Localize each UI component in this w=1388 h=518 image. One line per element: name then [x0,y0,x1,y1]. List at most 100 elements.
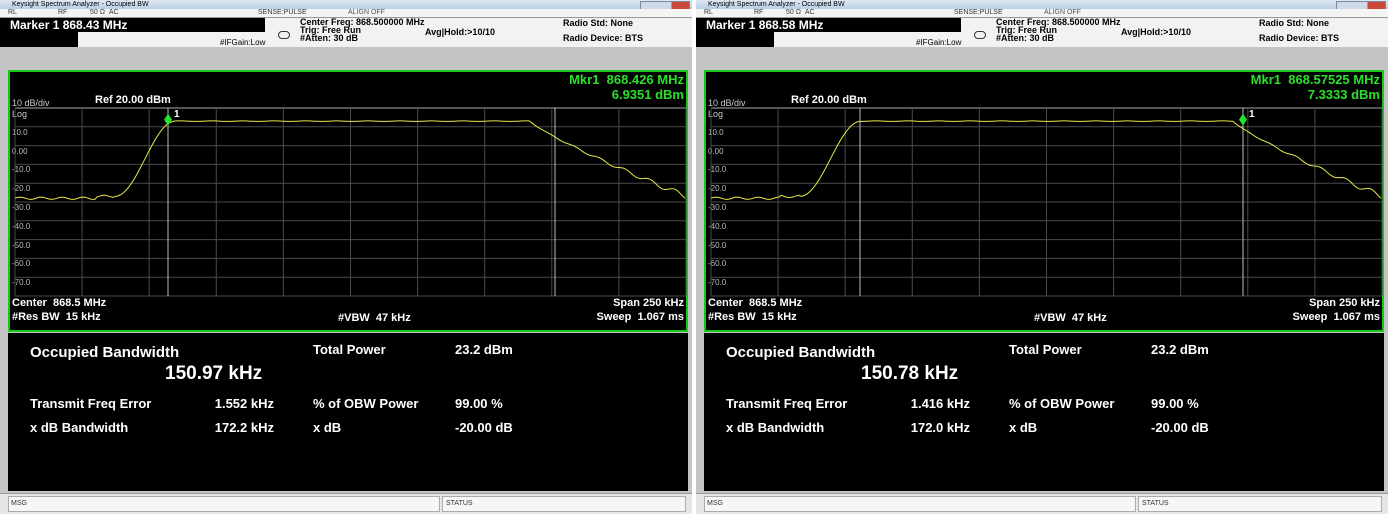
y-tick-label: -40.0 [12,221,31,231]
status-item: 50 Ω AC [786,9,815,16]
y-tick-label: 10.0 [12,127,28,137]
status-item: ALIGN OFF [348,9,385,16]
radio-std: Radio Std: None [563,18,633,28]
xdb-bandwidth-label: x dB Bandwidth [726,420,825,435]
sweep: Sweep 1.067 ms [1292,311,1380,323]
msg-label: MSG [11,500,27,507]
marker-number: 1 [1249,109,1255,120]
marker-level: 7.3333 dBm [1307,87,1380,102]
xdb-bandwidth-label: x dB Bandwidth [30,420,129,435]
obw-power: 99.00 % [1151,396,1199,411]
y-tick-label: -10.0 [708,165,727,175]
center-freq: Center Freq: 868.500000 MHz [300,17,425,27]
res-bw: #Res BW 15 kHz [12,311,101,323]
span-label: Span 250 kHz [1309,297,1380,309]
obw-label: Occupied Bandwidth [30,344,180,361]
status-item: SENSE:PULSE [258,9,307,16]
marker-readout: Marker 1 868.43 MHz [10,18,128,32]
analyzer-window: Keysight Spectrum Analyzer - Occupied BW… [696,0,1388,514]
y-tick-label: 0.00 [708,146,724,156]
graph-panel [704,70,1384,332]
window-title: Keysight Spectrum Analyzer - Occupied BW [708,1,845,8]
obw-value: 150.97 kHz [165,363,263,384]
status-row [0,9,692,18]
results-panel [8,333,688,491]
freq-error-label: Transmit Freq Error [726,396,848,411]
obw-power: 99.00 % [455,396,503,411]
y-tick-label: 10.0 [708,127,724,137]
title-bar [0,0,692,9]
total-power-label: Total Power [313,342,386,357]
marker-frequency: Mkr1 868.57525 MHz [1250,72,1380,87]
freq-error: 1.416 kHz [910,396,970,411]
sweep: Sweep 1.067 ms [596,311,684,323]
y-tick-label: -40.0 [708,221,727,231]
msg-field [8,496,440,512]
status-item: RL [8,9,17,16]
y-tick-label: -70.0 [12,278,31,288]
status-field [442,496,686,512]
total-power: 23.2 dBm [1151,342,1209,357]
xdb-label: x dB [313,420,342,435]
radio-std: Radio Std: None [1259,18,1329,28]
obw-value: 150.78 kHz [861,363,959,384]
results-panel [704,333,1384,491]
trace-plot [14,107,687,297]
marker-frequency: Mkr1 868.426 MHz [569,72,684,87]
marker-level: 6.9351 dBm [611,87,684,102]
status-item: SENSE:PULSE [954,9,1003,16]
y-tick-label: 0.00 [12,146,28,156]
xdb-bandwidth: 172.0 kHz [910,420,970,435]
rf-icon [278,31,290,39]
rf-icon [974,31,986,39]
status-row [696,9,1388,18]
marker-box [696,18,961,32]
radio-device: Radio Device: BTS [563,33,644,43]
res-bw: #Res BW 15 kHz [708,311,797,323]
obw-label: Occupied Bandwidth [726,344,876,361]
log-label: Log [708,109,724,119]
span-label: Span 250 kHz [613,297,684,309]
graph-panel [8,70,688,332]
xdb-bandwidth: 172.2 kHz [214,420,274,435]
status-item: 50 Ω AC [90,9,119,16]
ref-level: Ref 20.00 dBm [791,94,867,106]
radio-device: Radio Device: BTS [1259,33,1340,43]
if-gain: #IFGain:Low [220,38,266,47]
xdb-label: x dB [1009,420,1038,435]
vbw: #VBW 47 kHz [1034,312,1107,324]
analyzer-window: Keysight Spectrum Analyzer - Occupied BW… [0,0,692,514]
marker-box-lower [0,32,78,47]
y-tick-label: -10.0 [12,165,31,175]
y-tick-label: -20.0 [12,184,31,194]
total-power: 23.2 dBm [455,342,513,357]
marker-diamond [164,113,172,126]
msg-label: MSG [707,500,723,507]
freq-error: 1.552 kHz [214,396,274,411]
marker-diamond [1239,113,1247,126]
title-bar [696,0,1388,9]
y-tick-label: -70.0 [708,278,727,288]
trigger: Trig: Free Run [300,25,362,35]
status-item: RL [704,9,713,16]
y-tick-label: -60.0 [12,259,31,269]
status-item: ALIGN OFF [1044,9,1081,16]
marker-number: 1 [174,109,180,120]
y-tick-label: -50.0 [12,240,31,250]
y-tick-label: -50.0 [708,240,727,250]
window-title: Keysight Spectrum Analyzer - Occupied BW [12,1,149,8]
trace-plot [710,107,1383,297]
y-tick-label: -60.0 [708,259,727,269]
obw-power-label: % of OBW Power [313,396,419,411]
scale-label: 10 dB/div [12,98,50,108]
attenuation: #Atten: 30 dB [300,33,359,43]
total-power-label: Total Power [1009,342,1082,357]
center-freq: Center Freq: 868.500000 MHz [996,17,1121,27]
msg-field [704,496,1136,512]
y-tick-label: -30.0 [708,203,727,212]
attenuation: #Atten: 30 dB [996,33,1055,43]
center-label: Center 868.5 MHz [12,297,107,309]
trace [14,120,686,200]
marker-readout: Marker 1 868.58 MHz [706,18,824,32]
